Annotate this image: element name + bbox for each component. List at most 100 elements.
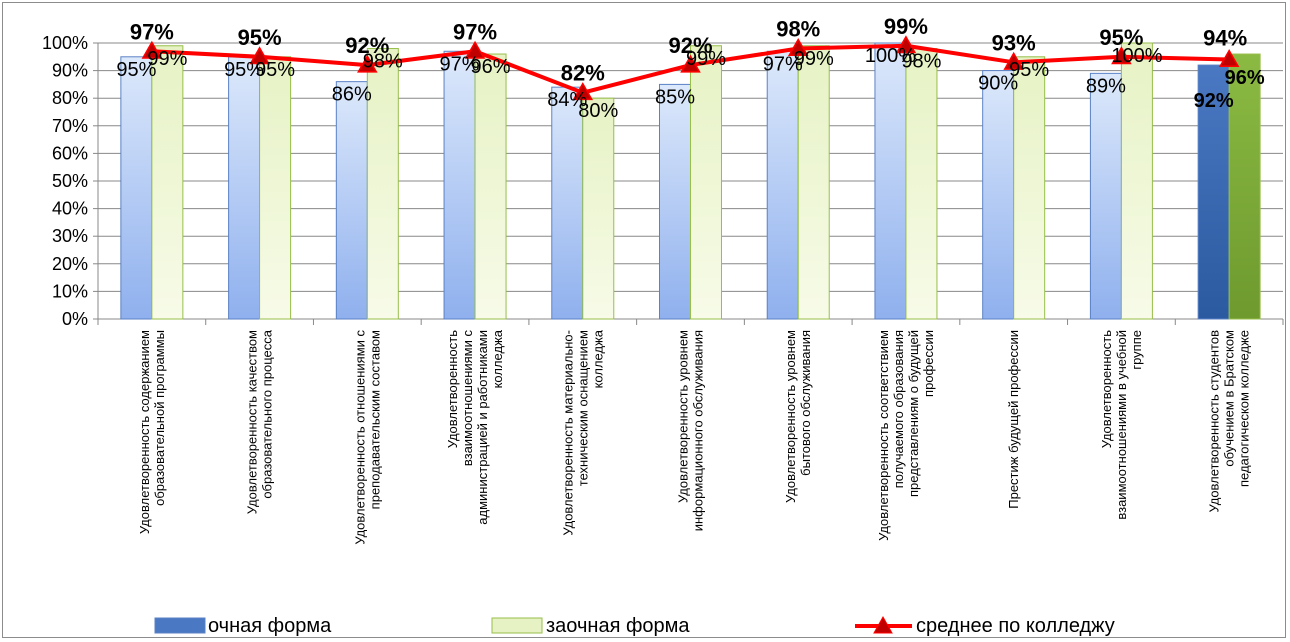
- data-label-zaochnaya: 98%: [363, 51, 403, 73]
- y-tick-label: 70%: [52, 116, 88, 136]
- category-label-line: получаемого образования: [891, 330, 906, 488]
- bar-ochnaya: [120, 56, 153, 320]
- category-label: Удовлетворенность материально-технически…: [560, 329, 605, 535]
- category-label-line: Удовлетворенность: [445, 330, 460, 448]
- data-label-average: 93%: [992, 30, 1036, 55]
- bar-ochnaya: [874, 42, 907, 320]
- legend-swatch-ochnaya: [154, 617, 206, 634]
- average-marker: [1218, 49, 1240, 68]
- data-label-ochnaya: 89%: [1086, 75, 1126, 97]
- bar-zaochnaya: [474, 53, 507, 320]
- category-label-line: информационного обслуживания: [691, 330, 706, 531]
- category-label-line: образовательной программы: [152, 330, 167, 506]
- data-label-ochnaya: 97%: [440, 53, 480, 75]
- category-label: Удовлетворенность уровнеминформационного…: [676, 330, 706, 531]
- y-tick-label: 100%: [42, 33, 88, 53]
- y-tick-label: 60%: [52, 143, 88, 163]
- data-label-ochnaya: 92%: [1194, 90, 1234, 112]
- average-marker: [464, 40, 486, 59]
- average-marker: [680, 54, 701, 73]
- legend-swatch-zaochnaya: [491, 617, 543, 634]
- category-label-line: Удовлетворенность качеством: [245, 330, 260, 514]
- category-label-line: администрацией и работниками: [475, 330, 490, 525]
- average-line: [141, 35, 1240, 101]
- y-tick-label: 80%: [52, 88, 88, 108]
- data-label-ochnaya: 97%: [763, 53, 803, 75]
- average-marker: [787, 38, 809, 57]
- category-label: Удовлетворенность отношениями спреподава…: [352, 330, 382, 545]
- bar-ochnaya: [228, 56, 261, 320]
- category-label: Удовлетворенность соответствиемполучаемо…: [876, 330, 936, 541]
- category-label-line: бытового обслуживания: [798, 330, 813, 476]
- bar-ochnaya: [766, 50, 799, 320]
- category-label-line: группе: [1129, 330, 1144, 370]
- y-tick-label: 50%: [52, 171, 88, 191]
- y-tick-label: 10%: [52, 281, 88, 301]
- data-labels: 95%99%95%95%86%98% 97%96%84%80%85%99% 97%9…: [116, 14, 1265, 122]
- category-label-line: колледжа: [490, 329, 505, 388]
- bar-ochnaya: [659, 83, 691, 320]
- bar-zaochnaya: [905, 48, 938, 320]
- bar-ochnaya: [551, 86, 584, 320]
- bar-zaochnaya: [690, 45, 722, 320]
- bar-zaochnaya: [151, 45, 184, 320]
- average-marker: [1003, 51, 1024, 70]
- data-label-average: 97%: [130, 19, 174, 44]
- bar-zaochnaya: [1120, 42, 1153, 320]
- data-label-zaochnaya: 99%: [794, 48, 834, 70]
- category-label-line: взаимоотношениями с: [460, 330, 475, 467]
- category-label-line: обучением в Братском: [1222, 330, 1237, 467]
- bar-zaochnaya: [259, 56, 292, 320]
- legend: очная форма заочная форма среднее по колле…: [154, 615, 1115, 637]
- category-label-line: взаимоотношениями в учебной: [1114, 330, 1129, 520]
- data-label-average: 95%: [238, 25, 282, 50]
- category-label-line: Удовлетворенность содержанием: [137, 330, 152, 534]
- bar-ochnaya: [1089, 72, 1122, 320]
- data-label-ochnaya: 86%: [332, 84, 372, 106]
- category-label-line: Престиж будущей профессии: [1006, 330, 1021, 509]
- category-label: Удовлетворенность уровнембытового обслуж…: [783, 330, 813, 503]
- category-label-line: Удовлетворенность соответствием: [876, 330, 891, 541]
- data-label-zaochnaya: 100%: [1111, 45, 1162, 67]
- data-label-ochnaya: 84%: [547, 89, 587, 111]
- data-label-average: 94%: [1203, 26, 1247, 51]
- category-label-line: преподавательским составом: [367, 330, 382, 509]
- data-label-zaochnaya: 99%: [147, 48, 187, 70]
- data-label-zaochnaya: 98%: [901, 51, 941, 73]
- bar-ochnaya: [443, 50, 476, 320]
- category-label: Удовлетворенность содержаниемобразовател…: [137, 330, 167, 534]
- category-labels: Удовлетворенность содержаниемобразовател…: [137, 329, 1252, 544]
- category-label-line: Удовлетворенность материально-: [560, 330, 575, 536]
- y-tick-label: 20%: [52, 254, 88, 274]
- average-marker: [141, 40, 163, 59]
- category-label-line: Удовлетворенность уровнем: [783, 330, 798, 503]
- bar-zaochnaya: [582, 97, 615, 320]
- data-label-average: 99%: [884, 14, 928, 39]
- average-marker: [249, 46, 270, 65]
- bar-zaochnaya: [797, 45, 830, 320]
- category-label-line: профессии: [921, 330, 936, 397]
- data-label-ochnaya: 95%: [224, 59, 264, 81]
- data-label-average: 98%: [776, 17, 820, 42]
- average-marker: [1111, 46, 1132, 65]
- data-label-zaochnaya: 95%: [1009, 59, 1049, 81]
- data-label-zaochnaya: 96%: [1225, 67, 1265, 89]
- category-label-line: образовательного процесса: [260, 329, 275, 498]
- data-label-average: 92%: [345, 33, 389, 58]
- bar-zaochnaya: [1228, 53, 1261, 320]
- y-tick-label: 0%: [62, 309, 88, 329]
- category-label: Удовлетворенность студентовобучением в Б…: [1207, 330, 1252, 513]
- category-label: Удовлетворенностьвзаимоотношениями садми…: [445, 329, 505, 524]
- category-label-line: Удовлетворенность: [1099, 330, 1114, 448]
- category-label: Удовлетворенностьвзаимоотношениями в уче…: [1099, 330, 1144, 520]
- data-label-average: 82%: [561, 61, 605, 86]
- category-label-line: Удовлетворенность студентов: [1207, 330, 1222, 513]
- category-label-line: педагогическом колледже: [1237, 330, 1252, 487]
- category-label-line: колледжа: [590, 329, 605, 388]
- bar-zaochnaya: [1013, 56, 1046, 320]
- bar-ochnaya: [982, 70, 1015, 320]
- category-label-line: Удовлетворенность уровнем: [676, 330, 691, 503]
- legend-label-ochnaya: очная форма: [208, 615, 332, 637]
